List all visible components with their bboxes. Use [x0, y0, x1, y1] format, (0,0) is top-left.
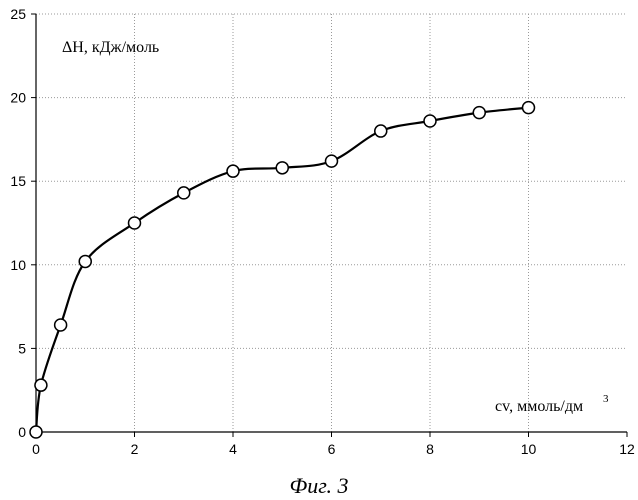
- x-axis-label-superscript: 3: [603, 393, 609, 405]
- y-tick-label: 25: [10, 6, 26, 22]
- data-point: [35, 379, 47, 391]
- y-tick-label: 5: [18, 340, 26, 356]
- x-tick-label: 2: [131, 441, 139, 457]
- data-point: [523, 102, 535, 114]
- x-tick-label: 12: [619, 441, 635, 457]
- data-point: [178, 187, 190, 199]
- y-tick-label: 15: [10, 173, 26, 189]
- data-point: [129, 217, 141, 229]
- data-point: [326, 155, 338, 167]
- data-point: [227, 165, 239, 177]
- y-tick-label: 10: [10, 257, 26, 273]
- x-tick-label: 10: [521, 441, 537, 457]
- data-point: [276, 162, 288, 174]
- data-point: [473, 107, 485, 119]
- data-point: [424, 115, 436, 127]
- y-axis-label: ΔH, кДж/моль: [62, 39, 159, 56]
- y-tick-label: 20: [10, 90, 26, 106]
- data-point: [79, 255, 91, 267]
- x-tick-label: 0: [32, 441, 40, 457]
- x-axis-label: cv, ммоль/дм: [495, 398, 583, 415]
- x-tick-label: 6: [328, 441, 336, 457]
- x-tick-label: 8: [426, 441, 434, 457]
- data-point: [30, 426, 42, 438]
- x-tick-label: 4: [229, 441, 237, 457]
- y-tick-label: 0: [18, 424, 26, 440]
- data-point: [55, 319, 67, 331]
- data-point: [375, 125, 387, 137]
- figure-caption: Фиг. 3: [290, 473, 349, 498]
